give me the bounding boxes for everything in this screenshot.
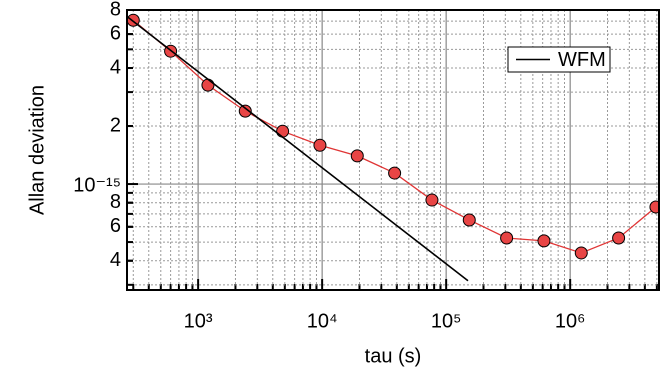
marker [238, 104, 252, 118]
y-tick-label: 4 [110, 56, 121, 78]
plot-area [127, 13, 660, 282]
marker [201, 78, 215, 92]
x-tick-label: 10⁶ [555, 310, 585, 332]
x-tick-label: 10⁴ [307, 310, 338, 332]
y-tick-label: 6 [110, 22, 121, 44]
marker [574, 246, 588, 260]
marker [388, 166, 402, 180]
plot-frame [126, 9, 660, 291]
x-axis-label: tau (s) [365, 345, 422, 367]
x-tick-label: 10⁵ [431, 310, 462, 332]
marker [425, 193, 439, 207]
marker [313, 138, 327, 152]
marker [462, 213, 476, 227]
legend-label: WFM [558, 49, 606, 71]
marker [537, 234, 551, 248]
y-tick-label: 2 [110, 114, 121, 136]
y-tick-label: 10⁻¹⁵ [73, 174, 121, 196]
marker [350, 149, 364, 163]
x-tick-label: 10³ [184, 310, 213, 332]
series-line [127, 15, 469, 282]
marker [500, 231, 514, 245]
marker [649, 200, 660, 214]
y-tick-label: 6 [110, 215, 121, 237]
y-axis-label: Allan deviation [26, 85, 48, 215]
y-tick-label: 8 [110, 0, 121, 20]
y-tick-label: 4 [110, 249, 121, 271]
marker [276, 124, 290, 138]
marker [612, 231, 626, 245]
y-tick-label: 8 [110, 191, 121, 213]
